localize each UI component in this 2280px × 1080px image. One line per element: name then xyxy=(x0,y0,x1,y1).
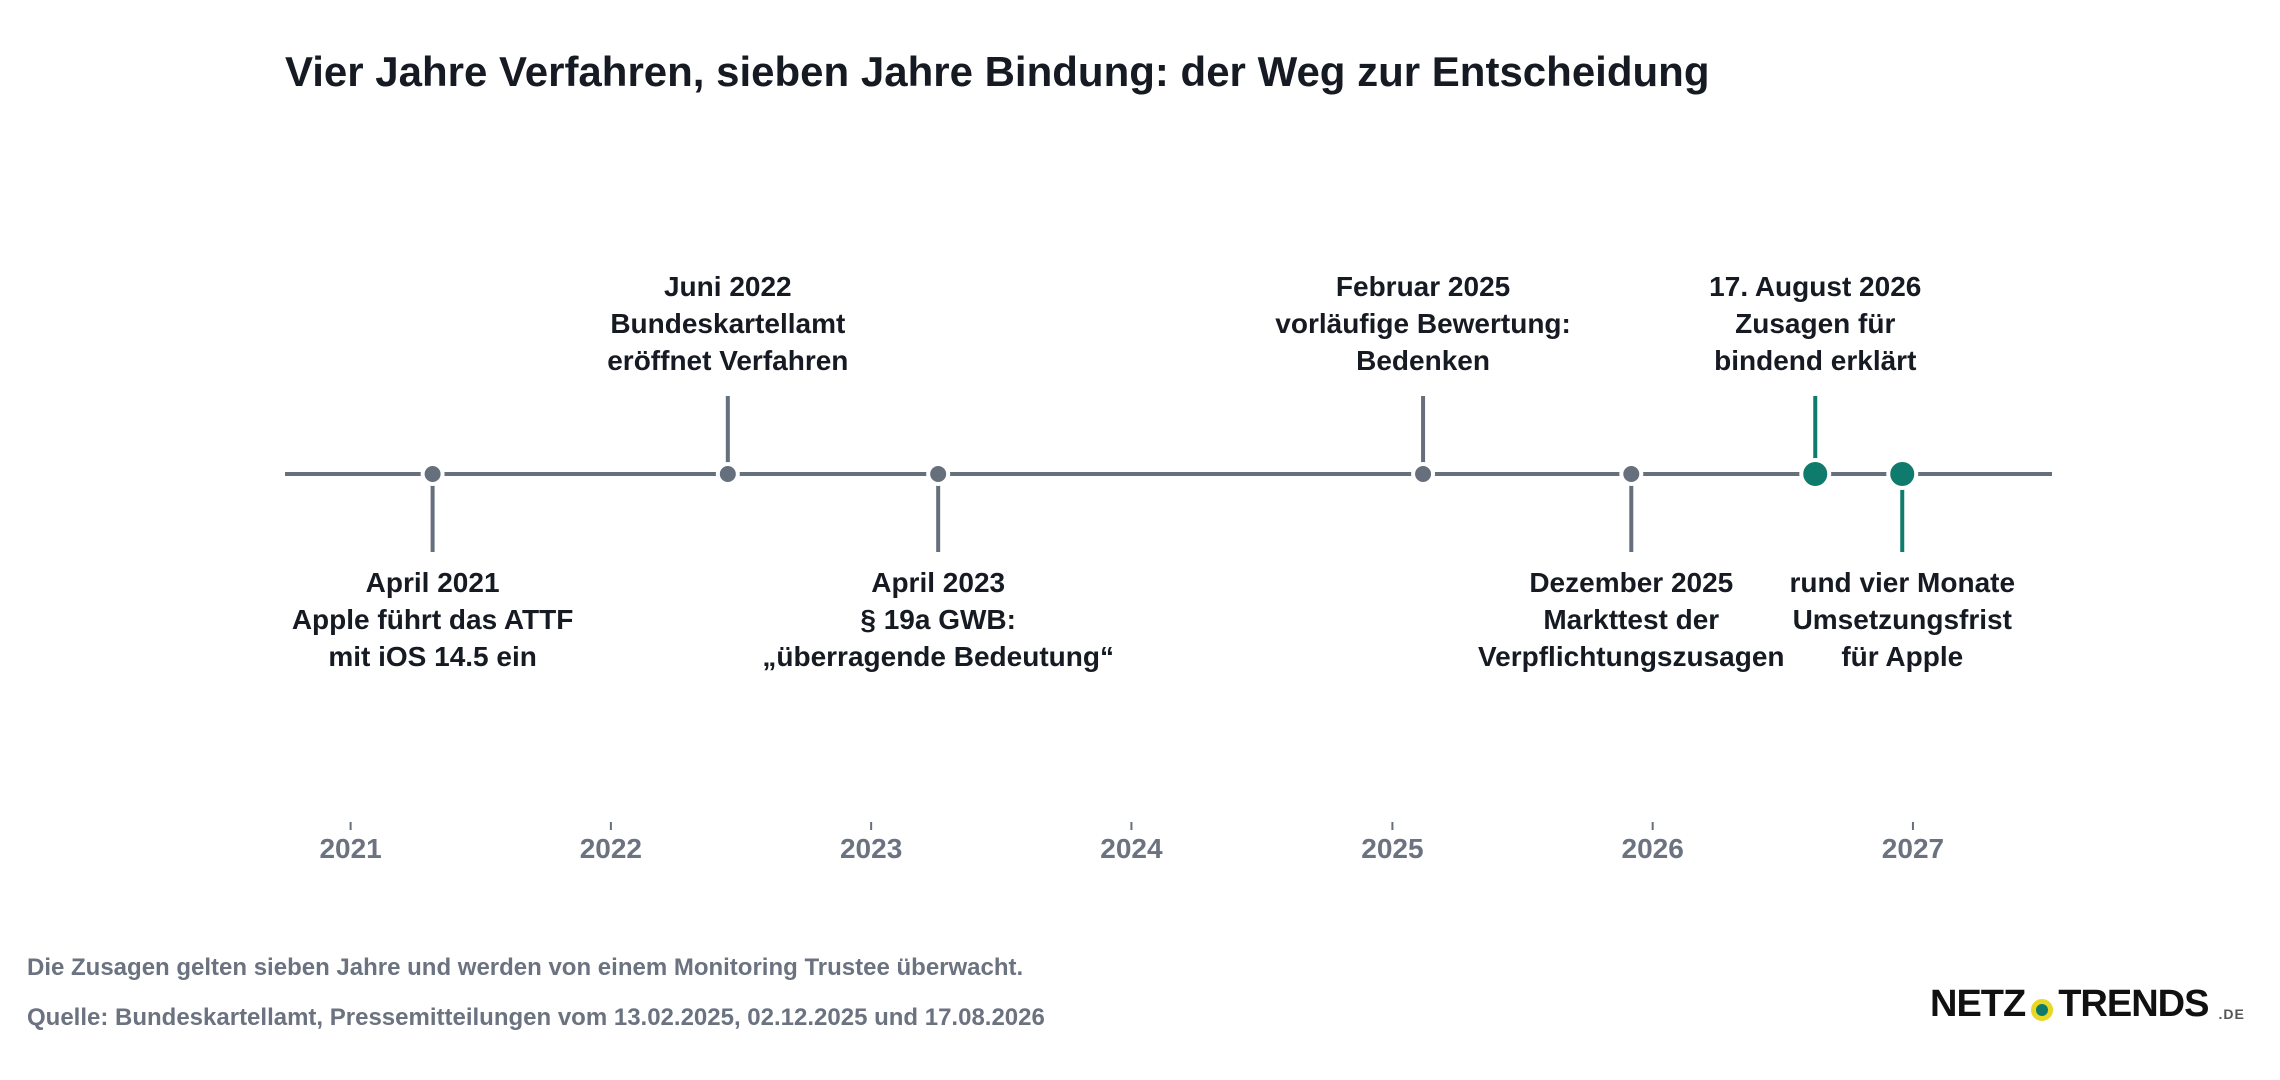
brand-word-netz: NETZ xyxy=(1930,983,2026,1025)
year-tick-label: 2026 xyxy=(1622,833,1684,864)
event-label: Zusagen für xyxy=(1735,308,1895,339)
event-label: Bedenken xyxy=(1356,345,1490,376)
event-label: Markttest der xyxy=(1543,604,1719,635)
event-label: Bundeskartellamt xyxy=(610,308,845,339)
event-marker xyxy=(1799,458,1832,490)
event-label: mit iOS 14.5 ein xyxy=(328,641,537,672)
event-marker xyxy=(1411,462,1436,486)
event-label: April 2023 xyxy=(871,567,1005,598)
brand-tld: .DE xyxy=(2218,1005,2245,1022)
event-marker xyxy=(1619,462,1644,486)
event-label: vorläufige Bewertung: xyxy=(1275,308,1571,339)
event-label: Dezember 2025 xyxy=(1529,567,1733,598)
year-tick-label: 2023 xyxy=(840,833,902,864)
event-label: Juni 2022 xyxy=(664,271,792,302)
event-label: eröffnet Verfahren xyxy=(607,345,848,376)
event-label: Februar 2025 xyxy=(1336,271,1510,302)
event-marker xyxy=(926,462,951,486)
source-note: Quelle: Bundeskartellamt, Pressemitteilu… xyxy=(27,1004,1045,1031)
event-label: „überragende Bedeutung“ xyxy=(762,641,1114,672)
event-label: § 19a GWB: xyxy=(860,604,1016,635)
event-label: 17. August 2026 xyxy=(1709,271,1921,302)
year-tick-label: 2025 xyxy=(1361,833,1423,864)
event-label: rund vier Monate xyxy=(1789,567,2015,598)
event-label: Umsetzungsfrist xyxy=(1793,604,2012,635)
footnote: Die Zusagen gelten sieben Jahre und werd… xyxy=(27,954,1024,981)
timeline-chart: 2021 2022 2023 2024 2025 2026 2027 April 2021 Ap… xyxy=(285,271,2052,864)
event-label: bindend erklärt xyxy=(1714,345,1916,376)
event-label: Apple führt das ATTF xyxy=(292,604,574,635)
event-marker xyxy=(420,462,445,486)
year-tick-label: 2022 xyxy=(580,833,642,864)
event-label: Verpflichtungszusagen xyxy=(1478,641,1785,672)
chart-title: Vier Jahre Verfahren, sieben Jahre Bindu… xyxy=(285,48,1710,95)
year-tick-label: 2021 xyxy=(319,833,381,864)
event-label: April 2021 xyxy=(366,567,500,598)
brand-dot-icon xyxy=(2031,998,2054,1021)
year-tick-label: 2024 xyxy=(1100,833,1163,864)
event-marker xyxy=(1886,458,1919,490)
event-marker xyxy=(715,462,740,486)
event-label: für Apple xyxy=(1841,641,1963,672)
year-tick-label: 2027 xyxy=(1882,833,1944,864)
brand-word-trends: TRENDS xyxy=(2058,983,2209,1025)
brand-logo: NETZ TRENDS .DE xyxy=(1930,983,2245,1026)
